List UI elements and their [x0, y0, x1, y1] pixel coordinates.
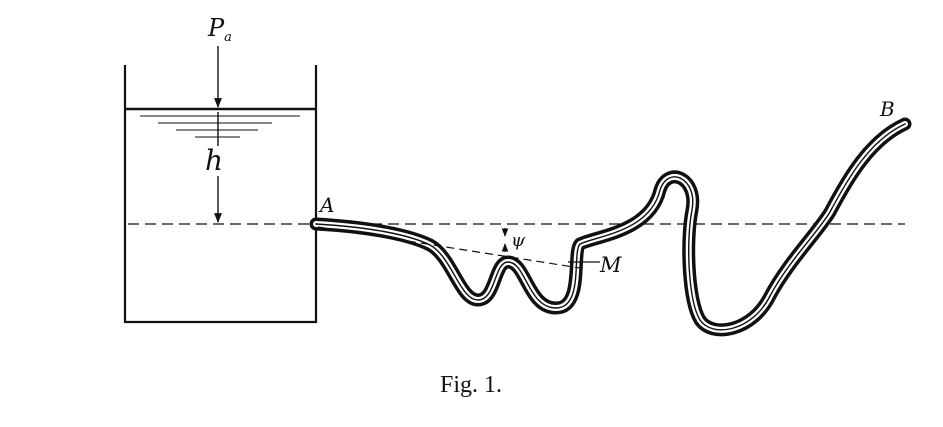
point-a-label: A — [318, 193, 334, 217]
point-b-label: B — [879, 97, 895, 121]
pipe-bore — [313, 121, 908, 333]
angle-label: ψ — [511, 230, 526, 251]
figure-caption: Fig. 1. — [440, 372, 502, 398]
point-m-label: M — [599, 253, 622, 277]
pressure-label: Pa — [207, 14, 232, 45]
pipe-centerline — [315, 123, 906, 331]
pipe — [309, 117, 912, 337]
slope-line — [317, 226, 581, 269]
water-hatching — [140, 115, 300, 138]
tank-walls — [123, 65, 318, 324]
height-label: h — [205, 144, 223, 177]
tank — [123, 65, 318, 324]
